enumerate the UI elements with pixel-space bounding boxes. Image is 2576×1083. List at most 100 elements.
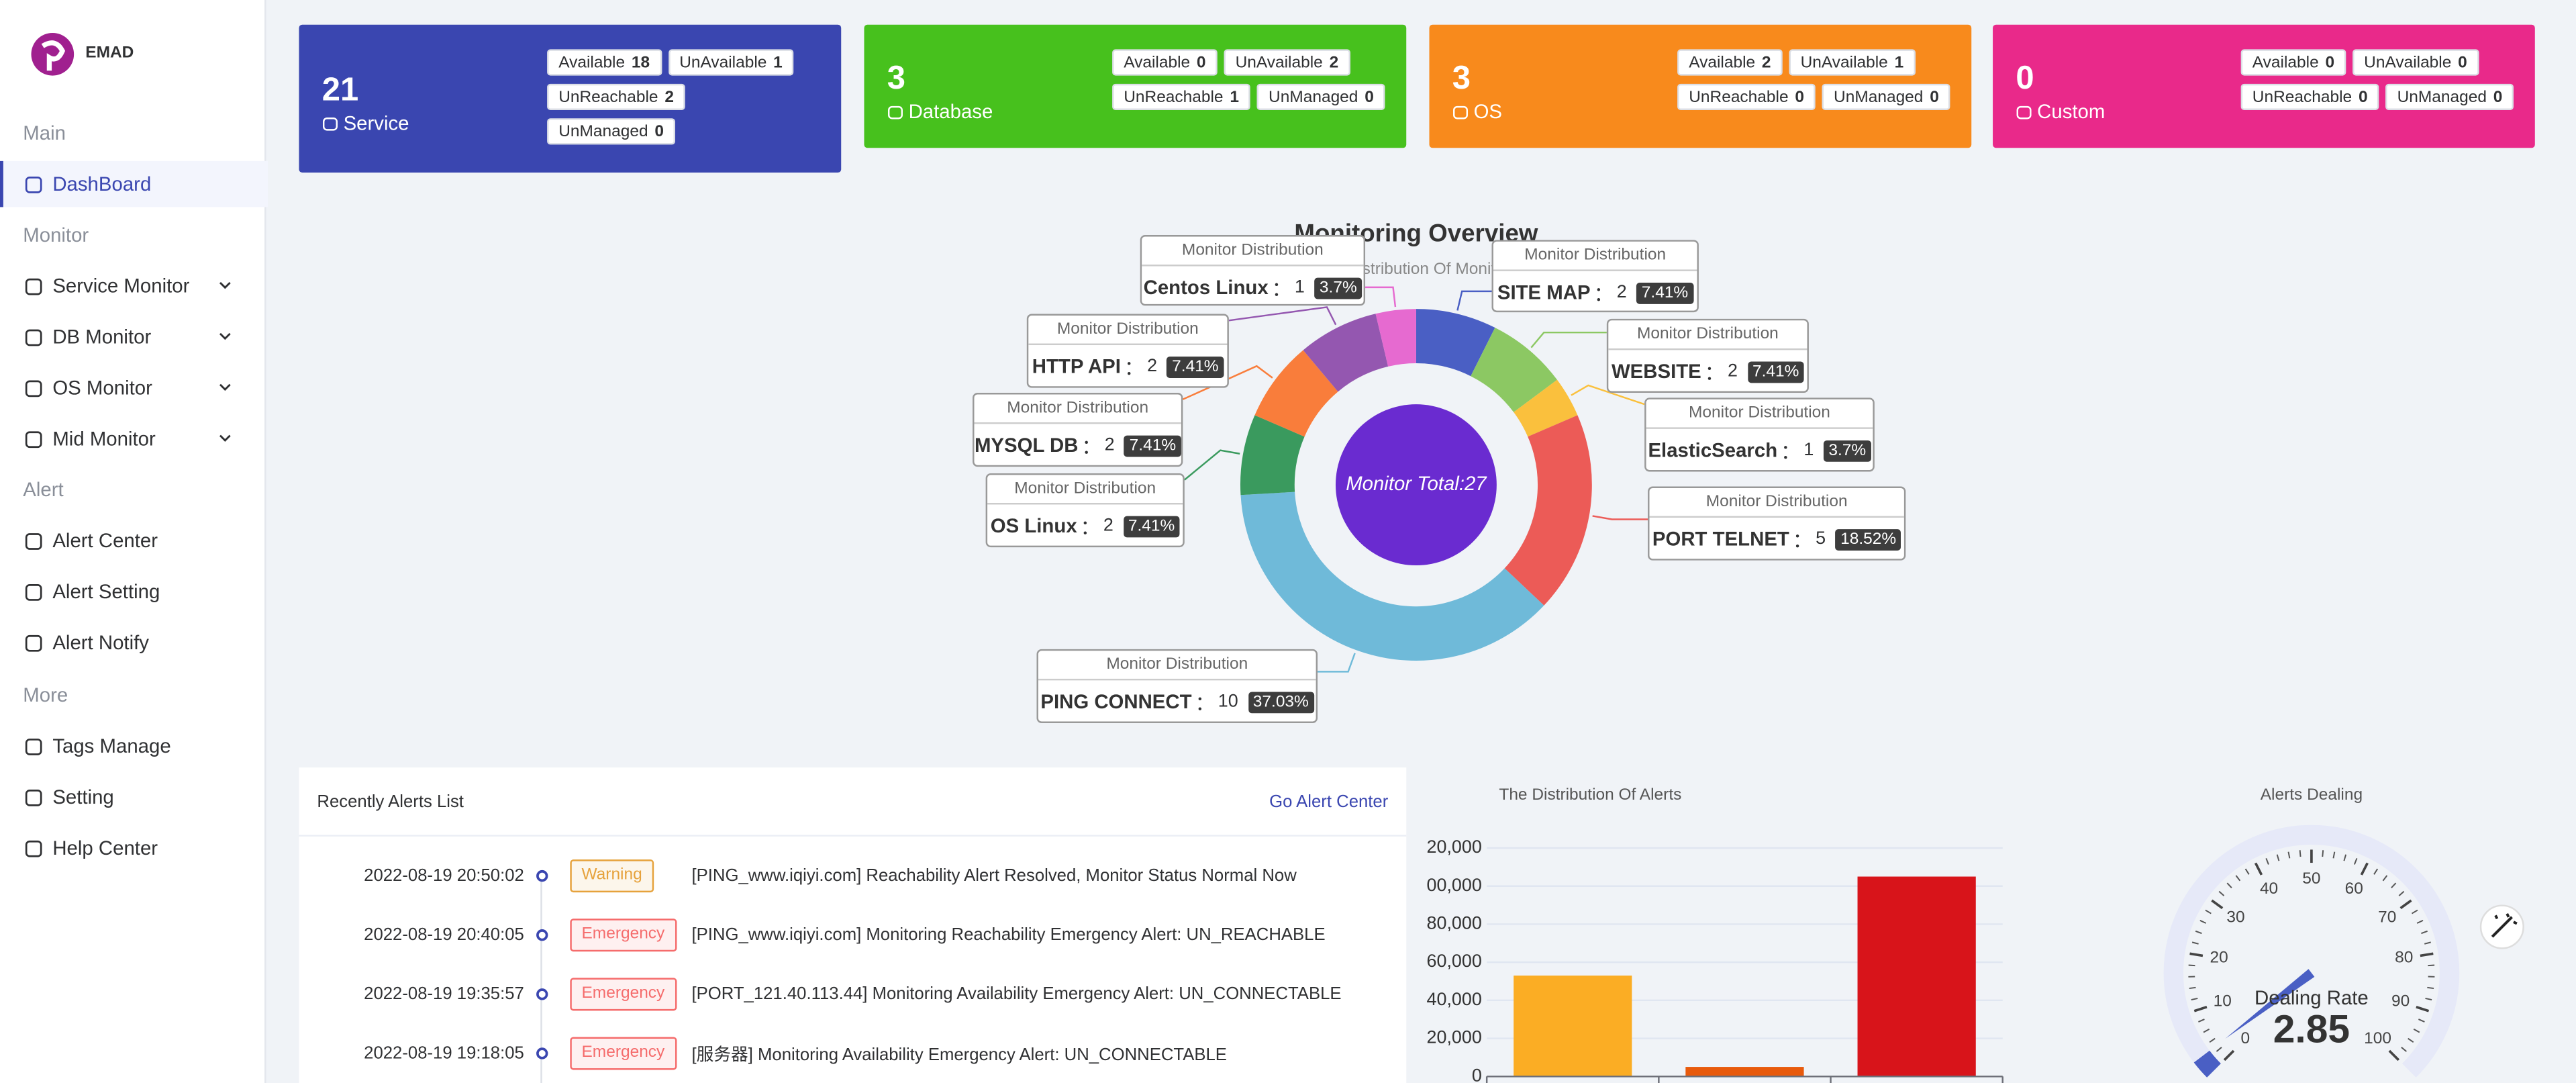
alert-level: Emergency [570, 978, 676, 1010]
label-title: Monitor Distribution [1028, 316, 1227, 345]
alert-message: [PING_www.iqiyi.com] Reachability Alert … [691, 866, 1296, 886]
gauge-minor-tick [2191, 998, 2198, 1000]
label-name: OS Linux [991, 514, 1077, 537]
leader-line [1531, 332, 1606, 348]
dot [538, 931, 547, 940]
alert-level: Emergency [570, 919, 676, 951]
timeline-dot [536, 929, 549, 942]
dot [538, 990, 547, 999]
y-tick-label: 20,000 [1427, 1027, 1482, 1047]
label-sep: ： [1781, 436, 1800, 465]
gauge-tick [2416, 1007, 2429, 1011]
label-sep: ： [1124, 352, 1144, 381]
y-tick-label: 120,000 [1417, 837, 1482, 857]
label-percent: 3.7% [1315, 277, 1362, 298]
label-title: Monitor Distribution [1646, 399, 1873, 429]
gauge-tick [2389, 1051, 2399, 1060]
alerts-link[interactable]: Go Alert Center [1269, 792, 1388, 812]
gauge-minor-tick [2383, 876, 2387, 881]
gauge-tick-label: 90 [2391, 992, 2410, 1010]
label-value: 2 [1105, 436, 1115, 455]
label-percent: 7.41% [1167, 356, 1224, 377]
gauge-tick-label: 100 [2364, 1029, 2391, 1047]
gauge-minor-tick [2200, 921, 2206, 923]
label-percent: 7.41% [1636, 282, 1693, 303]
gauge-tick-label: 0 [2240, 1029, 2250, 1047]
gauge-tick [2420, 953, 2433, 955]
bar [1514, 976, 1632, 1076]
gauge-minor-tick [2355, 858, 2357, 864]
label-title: Monitor Distribution [1142, 236, 1363, 266]
gauge-name: Dealing Rate [2255, 987, 2369, 1009]
gauge-minor-tick [2408, 1039, 2414, 1043]
alert-time: 2022-08-19 19:18:05 [364, 1043, 524, 1063]
alert-time: 2022-08-19 20:50:02 [364, 866, 524, 886]
leader-line [1185, 451, 1240, 480]
leader-line [1457, 291, 1491, 311]
label-name: PING CONNECT [1040, 690, 1191, 713]
label-title: Monitor Distribution [987, 475, 1183, 504]
label-name: ElasticSearch [1648, 439, 1777, 462]
divider [299, 835, 1406, 836]
gauge-minor-tick [2216, 1047, 2222, 1051]
alert-message: [PING_www.iqiyi.com] Monitoring Reachabi… [691, 925, 1325, 945]
gauge-tick [2212, 900, 2222, 908]
gauge-minor-tick [2227, 883, 2232, 888]
label-value: 2 [1728, 361, 1738, 381]
gauge-tick [2361, 863, 2367, 874]
label-value: 5 [1816, 529, 1826, 549]
timeline-dot [536, 869, 549, 883]
alert-time: 2022-08-19 20:40:05 [364, 925, 524, 945]
gauge-minor-tick [2417, 921, 2423, 923]
level-text: Emergency [581, 925, 664, 943]
center-label: Monitor Total:27 [1346, 473, 1487, 495]
gauge-minor-tick [2412, 910, 2417, 914]
label-sep: ： [1081, 512, 1100, 540]
y-tick-label: 100,000 [1417, 875, 1482, 895]
gauge-value: 2.85 [2273, 1008, 2350, 1051]
label-title: Monitor Distribution [1649, 488, 1903, 518]
gauge-minor-tick [2344, 855, 2346, 861]
level-text: Emergency [581, 1043, 664, 1062]
label-percent: 37.03% [1248, 691, 1314, 712]
gauge-minor-tick [2322, 850, 2323, 857]
label-sep: ： [1081, 432, 1101, 460]
gauge-tick [2194, 1007, 2207, 1011]
label-value: 1 [1803, 440, 1814, 460]
label-title: Monitor Distribution [1608, 320, 1807, 350]
label-value: 1 [1295, 278, 1305, 297]
gauge-minor-tick [2266, 858, 2269, 864]
gauge-minor-tick [2424, 942, 2430, 943]
donut-slice [1505, 415, 1592, 605]
dot [538, 1049, 547, 1058]
alerts-panel: Recently Alerts List Go Alert Center 202… [299, 767, 1406, 1083]
label-sep: ： [1593, 279, 1613, 307]
gauge-tick [2224, 1051, 2234, 1060]
gauge-progress [2201, 1057, 2214, 1071]
label-percent: 18.52% [1836, 528, 1901, 550]
label-title: Monitor Distribution [1493, 242, 1697, 271]
gauge-minor-tick [2333, 852, 2334, 859]
gauge-minor-tick [2374, 869, 2377, 874]
gauge-tick-label: 30 [2226, 908, 2244, 927]
label-name: Centos Linux [1144, 276, 1269, 299]
gauge-minor-tick [2192, 942, 2198, 943]
label-title: Monitor Distribution [1038, 651, 1316, 680]
y-tick-label: 80,000 [1427, 913, 1482, 933]
gauge-tick-label: 50 [2302, 869, 2320, 888]
label-value: 10 [1218, 692, 1238, 711]
alerts-title: Recently Alerts List [317, 792, 464, 812]
timeline-dot [536, 1047, 549, 1060]
